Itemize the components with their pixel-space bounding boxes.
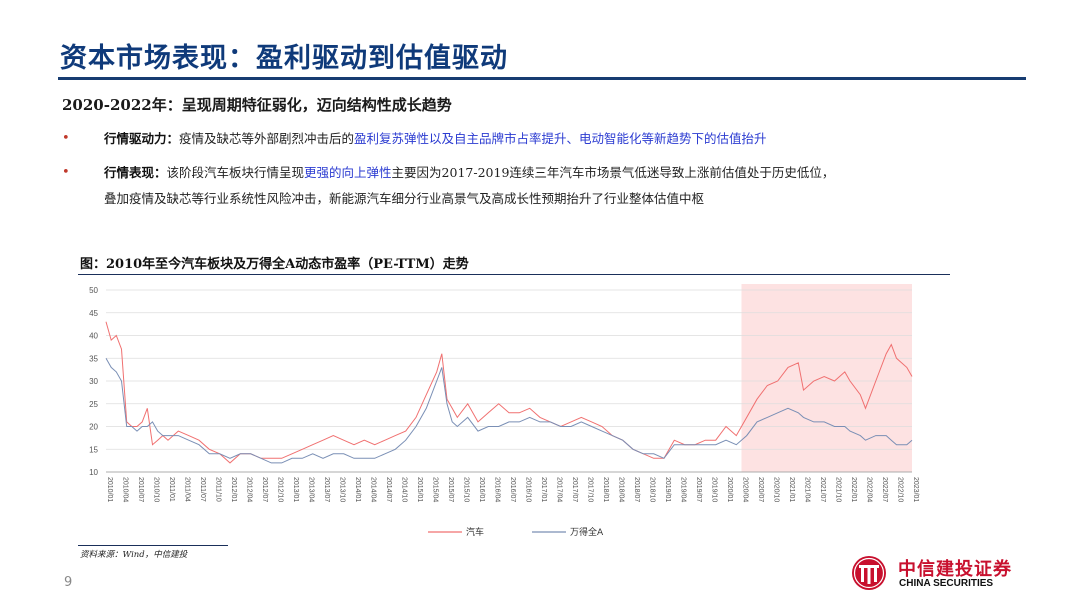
x-tick-label: 2012/01 xyxy=(230,477,237,502)
x-tick-label: 2018/07 xyxy=(633,477,640,502)
x-tick-label: 2015/07 xyxy=(447,477,454,502)
y-tick-label: 35 xyxy=(89,354,98,363)
x-tick-label: 2017/10 xyxy=(587,477,594,502)
x-tick-label: 2012/10 xyxy=(277,477,284,502)
china-securities-logo-icon xyxy=(852,556,886,590)
logo-name-cn: 中信建投证券 xyxy=(898,559,1012,580)
y-tick-label: 15 xyxy=(89,445,98,454)
x-tick-label: 2013/01 xyxy=(292,477,299,502)
bullet-text: 行情表现：该阶段汽车板块行情呈现更强的向上弹性主要因为2017-2019连续三年… xyxy=(104,160,1024,212)
x-tick-label: 2022/07 xyxy=(881,477,888,502)
x-tick-label: 2018/01 xyxy=(602,477,609,502)
x-tick-label: 2019/04 xyxy=(680,477,687,502)
y-tick-label: 30 xyxy=(89,377,98,386)
x-tick-label: 2010/07 xyxy=(137,477,144,502)
bullet-dot-icon: • xyxy=(62,131,70,146)
x-tick-label: 2016/07 xyxy=(509,477,516,502)
company-logo: 中信建投证券 CHINA SECURITIES xyxy=(850,554,1030,594)
x-tick-label: 2021/07 xyxy=(819,477,826,502)
y-tick-label: 10 xyxy=(89,468,98,477)
x-tick-label: 2015/04 xyxy=(432,477,439,502)
x-tick-label: 2021/04 xyxy=(804,477,811,502)
x-tick-label: 2014/10 xyxy=(401,477,408,502)
figure-source: 资料来源：Wind，中信建投 xyxy=(80,550,188,560)
x-tick-label: 2019/10 xyxy=(711,477,718,502)
x-tick-label: 2023/01 xyxy=(912,477,919,502)
bullet-highlight: 更强的向上弹性 xyxy=(304,165,392,180)
bullet-body-end: 主要因为2017-2019连续三年汽车市场景气低迷导致上涨前估值处于历史低位， xyxy=(391,165,835,180)
x-tick-label: 2020/10 xyxy=(773,477,780,502)
y-tick-label: 50 xyxy=(89,286,98,295)
page-number: 9 xyxy=(64,575,73,590)
title-divider xyxy=(58,77,1026,80)
x-tick-label: 2017/04 xyxy=(556,477,563,502)
bullet-label: 行情驱动力： xyxy=(104,131,180,146)
bullet-highlight: 盈利复苏弹性以及自主品牌市占率提升、电动智能化等新趋势下的估值抬升 xyxy=(354,131,767,146)
x-tick-label: 2012/07 xyxy=(261,477,268,502)
x-tick-label: 2017/01 xyxy=(540,477,547,502)
x-tick-label: 2022/10 xyxy=(897,477,904,502)
bullet-label: 行情表现： xyxy=(104,165,167,180)
x-tick-label: 2013/07 xyxy=(323,477,330,502)
x-tick-label: 2019/01 xyxy=(664,477,671,502)
series-line-wind-a xyxy=(105,358,913,464)
x-tick-label: 2013/10 xyxy=(339,477,346,502)
x-tick-label: 2021/10 xyxy=(835,477,842,502)
x-tick-label: 2016/10 xyxy=(525,477,532,502)
x-tick-label: 2013/04 xyxy=(308,477,315,502)
section-heading: 2020-2022年：呈现周期特征弱化，迈向结构性成长趋势 xyxy=(62,96,452,114)
logo-name-en: CHINA SECURITIES xyxy=(899,578,994,589)
source-divider xyxy=(78,545,228,546)
x-tick-label: 2010/01 xyxy=(106,477,113,502)
x-tick-label: 2015/10 xyxy=(463,477,470,502)
x-tick-label: 2011/07 xyxy=(199,477,206,502)
x-tick-label: 2011/04 xyxy=(184,477,191,502)
pe-ttm-line-chart: 10 15 20 25 30 35 40 45 50 2010/01 2010/04 2010/07 2… xyxy=(89,284,919,538)
series-line-auto xyxy=(105,321,913,464)
y-tick-label: 20 xyxy=(89,423,98,432)
bullet-text: 行情驱动力：疫情及缺芯等外部剧烈冲击后的盈利复苏弹性以及自主品牌市占率提升、电动… xyxy=(104,126,1024,152)
y-tick-label: 25 xyxy=(89,400,98,409)
bullet-body: 疫情及缺芯等外部剧烈冲击后的 xyxy=(179,131,355,146)
x-tick-label: 2018/04 xyxy=(618,477,625,502)
slide-title: 资本市场表现：盈利驱动到估值驱动 xyxy=(60,43,508,74)
x-tick-label: 2012/04 xyxy=(246,477,253,502)
x-tick-label: 2022/04 xyxy=(866,477,873,502)
legend-label: 万得全A xyxy=(570,526,604,538)
x-tick-label: 2019/07 xyxy=(695,477,702,502)
x-tick-label: 2011/01 xyxy=(168,477,175,502)
x-tick-label: 2010/04 xyxy=(122,477,129,502)
bullet-body: 该阶段汽车板块行情呈现 xyxy=(166,165,305,180)
x-tick-label: 2020/01 xyxy=(726,477,733,502)
x-tick-label: 2016/04 xyxy=(494,477,501,502)
x-tick-label: 2014/07 xyxy=(385,477,392,502)
x-tick-label: 2010/10 xyxy=(153,477,160,502)
x-tick-label: 2020/07 xyxy=(757,477,764,502)
figure-title: 图：2010年至今汽车板块及万得全A动态市盈率（PE-TTM）走势 xyxy=(80,257,469,272)
bullet-dot-icon: • xyxy=(62,165,70,180)
figure-title-divider xyxy=(78,274,950,275)
x-tick-label: 2021/01 xyxy=(788,477,795,502)
x-tick-label: 2018/10 xyxy=(649,477,656,502)
x-tick-label: 2011/10 xyxy=(215,477,222,502)
x-tick-label: 2022/01 xyxy=(850,477,857,502)
x-tick-label: 2015/01 xyxy=(416,477,423,502)
x-tick-label: 2016/01 xyxy=(478,477,485,502)
x-tick-label: 2014/01 xyxy=(354,477,361,502)
y-tick-label: 45 xyxy=(89,309,98,318)
x-tick-label: 2017/07 xyxy=(571,477,578,502)
legend-label: 汽车 xyxy=(466,526,484,538)
x-tick-label: 2014/04 xyxy=(370,477,377,502)
x-tick-label: 2020/04 xyxy=(742,477,749,502)
bullet-body-line2: 叠加疫情及缺芯等行业系统性风险冲击，新能源汽车细分行业高景气及高成长性预期抬升了… xyxy=(104,191,705,206)
y-tick-label: 40 xyxy=(89,332,98,341)
